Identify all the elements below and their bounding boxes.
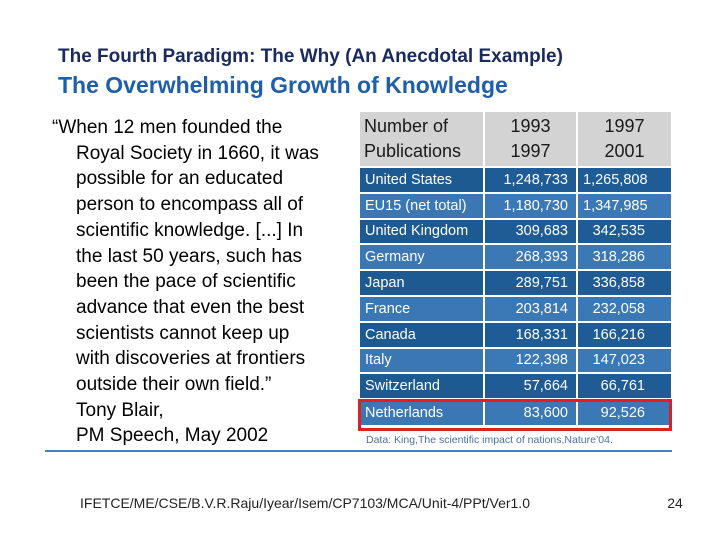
- quote-line: outside their own field.”: [76, 374, 272, 396]
- quote-line: “When 12 men founded the: [52, 117, 283, 138]
- quote-line: the last 50 years, such has: [76, 245, 303, 267]
- count-1997-2001: 1,265,808: [577, 166, 673, 193]
- quote-line: scientists cannot keep up: [76, 322, 290, 344]
- count-1993-1997: 1,180,730: [484, 191, 578, 219]
- count-1993-1997: 57,664: [484, 372, 578, 400]
- table-row: Switzerland 57,664 66,761: [360, 372, 673, 400]
- quote-block: “When 12 men founded the Royal Society i…: [52, 115, 357, 449]
- quote-line: scientific knowledge. [...] In: [76, 219, 304, 241]
- country-cell: Japan: [360, 269, 485, 296]
- publications-table-container: Number of Publications 1993 1997 1997 20…: [360, 112, 673, 432]
- count-1993-1997: 168,331: [484, 320, 578, 348]
- count-1993-1997: 289,751: [484, 269, 578, 296]
- table-row: Italy 122,398 147,023: [360, 346, 673, 374]
- count-1997-2001: 232,058: [577, 294, 673, 322]
- page-number: 24: [667, 495, 683, 511]
- count-1997-2001: 336,858: [577, 269, 673, 296]
- count-1997-2001: 66,761: [577, 372, 673, 400]
- quote-line: with discoveries at frontiers: [76, 348, 306, 370]
- quote-attribution-date: PM Speech, May 2002: [76, 425, 269, 447]
- header-period-1993-1997: 1993 1997: [484, 112, 578, 167]
- table-row: France 203,814 232,058: [360, 294, 673, 322]
- count-1997-2001: 92,526: [577, 398, 673, 425]
- data-source-caption: Data: King,The scientific impact of nati…: [366, 434, 613, 446]
- country-cell: EU15 (net total): [360, 191, 485, 219]
- count-1993-1997: 122,398: [484, 346, 578, 374]
- country-cell: Germany: [360, 243, 485, 271]
- count-1993-1997: 203,814: [484, 294, 578, 322]
- table-row: United States 1,248,733 1,265,808: [360, 166, 673, 193]
- country-cell: Netherlands: [360, 398, 485, 425]
- count-1993-1997: 309,683: [484, 217, 578, 245]
- table-row: Canada 168,331 166,216: [360, 320, 673, 348]
- footer-text: IFETCE/ME/CSE/B.V.R.Raju/Iyear/Isem/CP71…: [80, 495, 530, 511]
- quote-line: person to encompass all of: [76, 194, 304, 216]
- quote-line: advance that even the best: [76, 296, 305, 318]
- country-cell: Switzerland: [360, 372, 485, 400]
- quote-line: possible for an educated: [76, 168, 284, 190]
- count-1997-2001: 147,023: [577, 346, 673, 374]
- header-publications: Number of Publications: [360, 112, 485, 167]
- country-cell: France: [360, 294, 485, 322]
- divider-line: [45, 450, 672, 452]
- quote-line: been the pace of scientific: [76, 271, 296, 293]
- count-1997-2001: 318,286: [577, 243, 673, 271]
- quote-line: Royal Society in 1660, it was: [76, 142, 319, 164]
- country-cell: Italy: [360, 346, 485, 374]
- count-1997-2001: 166,216: [577, 320, 673, 348]
- table-row: Germany 268,393 318,286: [360, 243, 673, 271]
- table-row-highlighted: Netherlands 83,600 92,526: [360, 398, 673, 425]
- count-1997-2001: 1,347,985: [577, 191, 673, 219]
- slide-title: The Fourth Paradigm: The Why (An Anecdot…: [58, 46, 563, 67]
- slide-subtitle: The Overwhelming Growth of Knowledge: [58, 72, 508, 98]
- country-cell: United Kingdom: [360, 217, 485, 245]
- table-row: Japan 289,751 336,858: [360, 269, 673, 296]
- count-1993-1997: 83,600: [484, 398, 578, 425]
- count-1997-2001: 342,535: [577, 217, 673, 245]
- header-period-1997-2001: 1997 2001: [577, 112, 673, 167]
- table-header-row: Number of Publications 1993 1997 1997 20…: [360, 112, 673, 167]
- publications-table: Number of Publications 1993 1997 1997 20…: [360, 112, 673, 425]
- count-1993-1997: 268,393: [484, 243, 578, 271]
- count-1993-1997: 1,248,733: [484, 166, 578, 193]
- table-row: United Kingdom 309,683 342,535: [360, 217, 673, 245]
- country-cell: United States: [360, 166, 485, 193]
- table-row: EU15 (net total) 1,180,730 1,347,985: [360, 191, 673, 219]
- quote-attribution: Tony Blair,: [76, 399, 164, 421]
- country-cell: Canada: [360, 320, 485, 348]
